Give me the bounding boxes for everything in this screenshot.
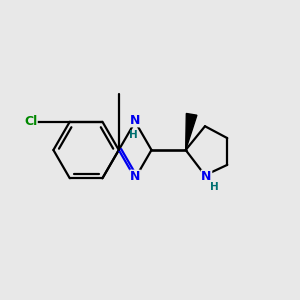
Text: H: H [129,130,138,140]
Text: N: N [130,170,140,183]
Polygon shape [186,113,197,150]
Text: N: N [201,170,212,183]
Text: Cl: Cl [24,115,37,128]
Text: H: H [209,182,218,192]
Text: N: N [130,114,140,127]
